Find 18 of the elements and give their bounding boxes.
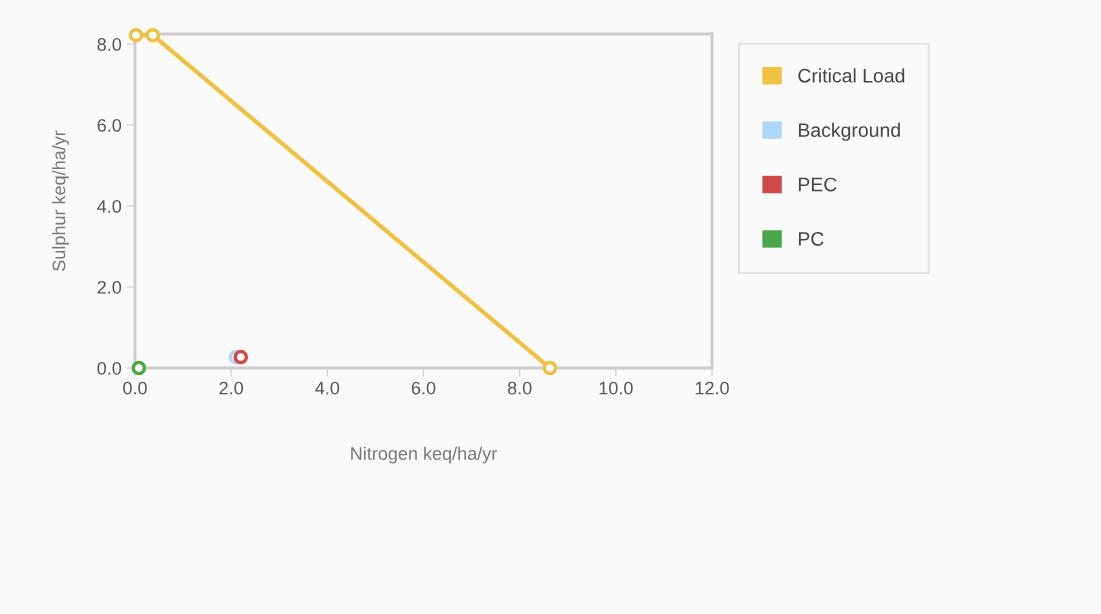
legend-label: PC	[798, 232, 824, 246]
x-tick-label: 10.0	[599, 381, 633, 395]
y-tick-label: 0.0	[97, 361, 122, 375]
x-tick-label: 2.0	[219, 381, 244, 395]
x-axis-title: Nitrogen keq/ha/yr	[351, 446, 497, 464]
legend-label: PEC	[798, 177, 837, 192]
x-tick-label: 12.0	[695, 381, 729, 395]
x-tick-label: 8.0	[507, 381, 532, 395]
y-axis-title: Sulphur keq/ha/yr	[52, 130, 69, 271]
x-tick-label: 0.0	[123, 381, 147, 395]
legend-label: Critical Load	[798, 68, 905, 83]
y-tick-label: 8.0	[97, 38, 122, 51]
x-tick-label: 4.0	[315, 381, 340, 395]
x-tick-label: 6.0	[411, 381, 436, 395]
y-tick-label: 6.0	[97, 119, 122, 132]
y-tick-label: 2.0	[97, 280, 122, 294]
legend-label: Background	[798, 122, 900, 141]
y-tick-label: 4.0	[97, 200, 122, 213]
